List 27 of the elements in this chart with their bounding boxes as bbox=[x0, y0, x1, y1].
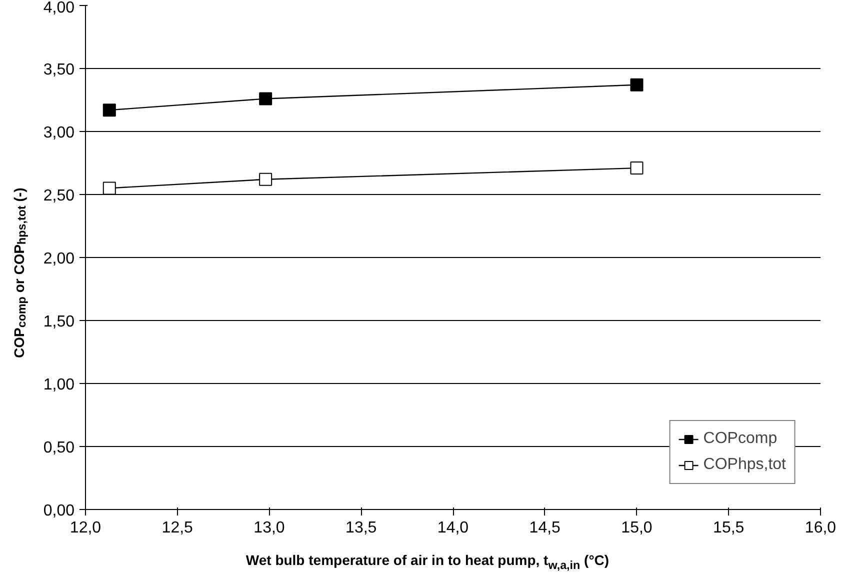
x-tick-label: 12,5 bbox=[162, 520, 194, 536]
y-tick-label: 4,00 bbox=[43, 0, 75, 16]
y-tick-label: 0,00 bbox=[43, 502, 75, 520]
x-axis-title: Wet bulb temperature of air in to heat pump, t$_{w,a,in}$ (°C) bbox=[246, 551, 610, 574]
point bbox=[630, 78, 644, 92]
x-tick-label: 13,5 bbox=[346, 520, 377, 536]
y-tick-label: 2,50 bbox=[43, 188, 75, 204]
y-tick-label: 3,50 bbox=[43, 62, 75, 78]
point bbox=[630, 162, 644, 175]
x-tick-label: 14,5 bbox=[529, 520, 561, 536]
point bbox=[102, 104, 116, 117]
y-tick-label: 3,00 bbox=[43, 124, 75, 142]
x-tick-label: 13,0 bbox=[254, 520, 285, 536]
y-tick-label: 0,50 bbox=[43, 440, 75, 456]
x-tick-label: 12,0 bbox=[70, 520, 102, 536]
x-tick-label: 15,5 bbox=[713, 520, 744, 536]
y-tick-label: 2,00 bbox=[43, 250, 75, 268]
point bbox=[259, 172, 272, 186]
x-tick-label: 16,0 bbox=[804, 520, 836, 536]
point bbox=[259, 92, 272, 106]
point bbox=[102, 182, 116, 195]
legend-label: COPcomp bbox=[703, 430, 778, 448]
x-tick-label: 15,0 bbox=[621, 520, 652, 536]
x-tick-label: 14,0 bbox=[437, 520, 469, 536]
legend-label: COPhps,tot bbox=[703, 456, 786, 474]
y-tick-label: 1,00 bbox=[43, 376, 75, 394]
y-tick-label: 1,50 bbox=[43, 314, 75, 330]
